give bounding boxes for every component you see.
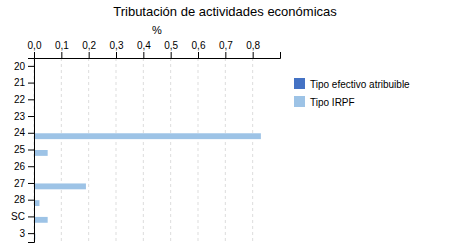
tick-mark xyxy=(171,52,172,58)
bar xyxy=(34,133,261,139)
legend-swatch xyxy=(294,96,305,107)
title: Tributación de actividades económicas xyxy=(113,4,337,19)
tick-label: 22 xyxy=(14,94,26,105)
tick-label: 0,1 xyxy=(55,40,69,51)
tick-mark xyxy=(253,52,254,58)
bars xyxy=(34,133,261,239)
bar xyxy=(34,217,48,223)
x-axis: 0,0 0,1 0,2 0,3 0,4 0,5 0,6 0,7 0,8 xyxy=(28,40,281,59)
bar xyxy=(34,183,86,189)
tick-mark xyxy=(28,83,34,84)
tick: 3 xyxy=(19,228,34,239)
tick: 0,0 xyxy=(28,40,42,58)
tick-label: 28 xyxy=(14,194,26,205)
tick-mark xyxy=(143,52,144,58)
tick: 26 xyxy=(14,161,34,172)
tick-mark xyxy=(28,116,34,117)
tick-mark xyxy=(28,233,34,234)
grid-line xyxy=(88,58,89,242)
tick-label: 25 xyxy=(14,144,26,155)
tick: 20 xyxy=(14,61,34,72)
tick-label: 0,6 xyxy=(192,40,206,51)
tick: 27 xyxy=(14,178,34,189)
tick-label: 3 xyxy=(19,228,25,239)
tick-label: 0,8 xyxy=(246,40,260,51)
tick: 0,3 xyxy=(110,40,124,58)
tick-mark xyxy=(28,66,34,67)
tick: 0,8 xyxy=(246,40,260,58)
y-axis: 20 21 22 23 24 25 26 27 28 SC 3 xyxy=(11,59,34,243)
grid-line xyxy=(198,58,199,242)
tick-label: 23 xyxy=(14,111,26,122)
tick-mark xyxy=(61,52,62,58)
tick-label: 0,2 xyxy=(82,40,96,51)
legend-label: Tipo IRPF xyxy=(310,97,355,108)
axis-line xyxy=(28,59,35,243)
tick: 0,1 xyxy=(55,40,69,58)
grid-line xyxy=(61,58,62,242)
tick-label: 21 xyxy=(14,77,26,88)
legend-item: Tipo IRPF xyxy=(294,96,355,108)
tick-label: 0,3 xyxy=(110,40,124,51)
grid-line xyxy=(116,58,117,242)
series xyxy=(34,133,261,239)
chart: Tributación de actividades económicas 0,0… xyxy=(0,0,450,250)
tick: 0,2 xyxy=(82,40,96,58)
tick-label: 0,7 xyxy=(219,40,233,51)
tick-mark xyxy=(198,52,199,58)
tick-label: 27 xyxy=(14,178,26,189)
tick-label: 20 xyxy=(14,61,26,72)
tick: 21 xyxy=(14,77,34,88)
tick: SC xyxy=(11,211,34,222)
tick-label: 0,4 xyxy=(137,40,151,51)
x-axis-label: % xyxy=(152,24,162,36)
tick-mark xyxy=(28,216,34,217)
tick: 28 xyxy=(14,194,34,205)
tick-mark xyxy=(34,52,35,58)
tick: 25 xyxy=(14,144,34,155)
tick-label: 26 xyxy=(14,161,26,172)
grid-line xyxy=(143,58,144,242)
tick-mark xyxy=(225,52,226,58)
legend-item: Tipo efectivo atribuible xyxy=(294,78,410,90)
grid-line xyxy=(170,58,171,242)
tick-mark xyxy=(28,99,34,100)
tick: 22 xyxy=(14,94,34,105)
bar xyxy=(34,150,48,156)
tick-mark xyxy=(28,200,34,201)
tick-mark xyxy=(28,166,34,167)
tick-mark xyxy=(28,150,34,151)
plot: 0,00,10,20,30,40,50,60,70,82021222324252… xyxy=(11,40,280,243)
tick: 24 xyxy=(14,127,34,138)
tick-label: 24 xyxy=(14,127,26,138)
axis-line xyxy=(35,52,281,59)
legend: Tipo efectivo atribuible Tipo IRPF xyxy=(294,78,410,108)
tick: 0,6 xyxy=(192,40,206,58)
tick: 23 xyxy=(14,111,34,122)
tick-label: 0,5 xyxy=(164,40,178,51)
tick: 0,5 xyxy=(164,40,178,58)
tick-mark xyxy=(89,52,90,58)
grid-line xyxy=(225,58,226,242)
tick-mark xyxy=(28,183,34,184)
grid xyxy=(34,58,253,242)
grid-line xyxy=(252,58,253,242)
legend-label: Tipo efectivo atribuible xyxy=(310,79,410,90)
tick-mark xyxy=(28,133,34,134)
tick: 0,7 xyxy=(219,40,233,58)
tick: 0,4 xyxy=(137,40,151,58)
legend-swatch xyxy=(294,78,305,89)
tick-label: 0,0 xyxy=(28,40,42,51)
tick-label: SC xyxy=(11,211,25,222)
tick-mark xyxy=(116,52,117,58)
